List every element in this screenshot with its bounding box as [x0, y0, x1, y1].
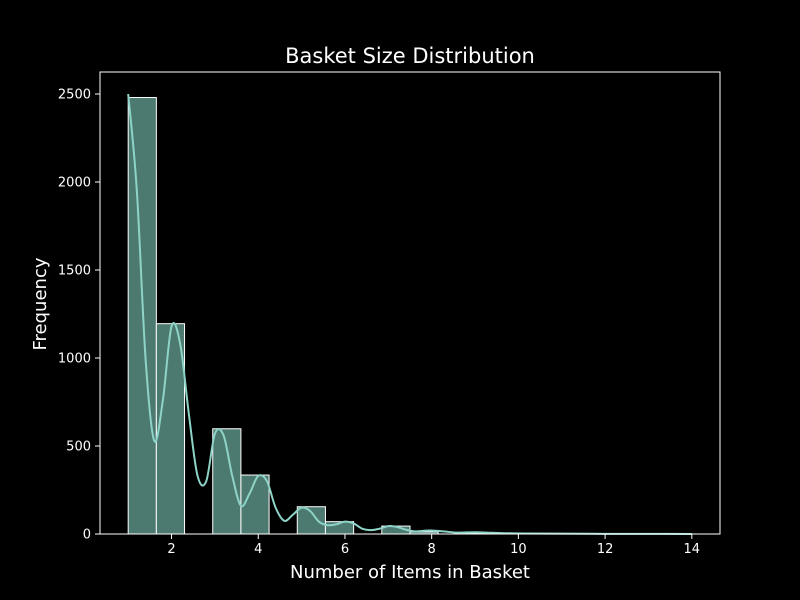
kde-curve-group — [127, 93, 692, 535]
x-tick-label: 2 — [167, 542, 175, 557]
y-tick-label: 500 — [66, 440, 91, 455]
y-tick-label: 2500 — [58, 88, 91, 103]
x-tick-label: 14 — [684, 542, 701, 557]
x-tick-label: 12 — [597, 542, 614, 557]
histogram-bar — [155, 323, 186, 535]
chart-title: Basket Size Distribution — [285, 44, 535, 68]
y-tick-label: 1000 — [58, 352, 91, 367]
x-tick-label: 10 — [510, 542, 527, 557]
y-axis-label: Frequency — [30, 257, 51, 350]
y-axis-ticks: 0 500 1000 1500 2000 2500 — [58, 88, 100, 543]
kde-density-line — [127, 93, 692, 535]
x-tick-label: 6 — [341, 542, 349, 557]
y-tick-label: 1500 — [58, 264, 91, 279]
y-tick-label: 0 — [83, 528, 91, 543]
x-axis-ticks: 2 4 6 8 10 12 14 — [167, 534, 700, 557]
x-tick-label: 4 — [254, 542, 262, 557]
histogram-bars — [127, 97, 693, 535]
x-tick-label: 8 — [428, 542, 436, 557]
plot-area-frame — [99, 71, 721, 535]
y-tick-label: 2000 — [58, 176, 91, 191]
x-axis-label: Number of Items in Basket — [290, 562, 530, 583]
histogram-bar — [240, 474, 270, 535]
